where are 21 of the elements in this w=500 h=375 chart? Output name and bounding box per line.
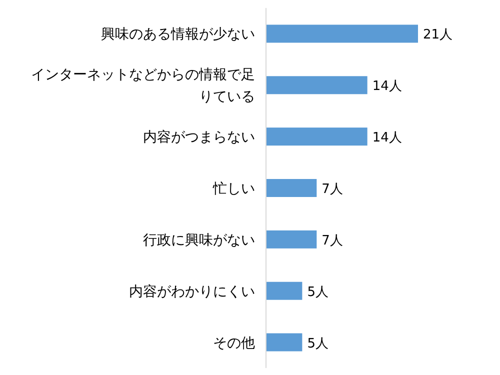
data-label: 5人 <box>307 284 328 300</box>
data-label: 5人 <box>307 336 328 352</box>
bar <box>266 230 317 248</box>
y-tick-label: 内容がわかりにくい <box>129 284 255 300</box>
y-tick-label: 内容がつまらない <box>143 130 255 146</box>
y-tick-label: インターネットなどからの情報で足りている <box>31 67 255 106</box>
bar <box>266 282 302 300</box>
data-label: 14人 <box>372 79 402 94</box>
bar <box>266 333 302 352</box>
y-tick-label: 忙しい <box>212 181 255 197</box>
bar <box>266 179 317 197</box>
bar <box>266 128 368 146</box>
y-tick-label: その他 <box>213 335 255 352</box>
data-label: 7人 <box>322 233 343 248</box>
data-label: 7人 <box>322 182 343 197</box>
data-label: 21人 <box>423 28 453 43</box>
data-label: 14人 <box>372 130 402 146</box>
y-tick-label: 興味のある情報が少ない <box>101 26 255 43</box>
bar <box>266 76 368 94</box>
bar <box>266 24 418 43</box>
y-tick-label: 行政に興味がない <box>143 232 255 248</box>
